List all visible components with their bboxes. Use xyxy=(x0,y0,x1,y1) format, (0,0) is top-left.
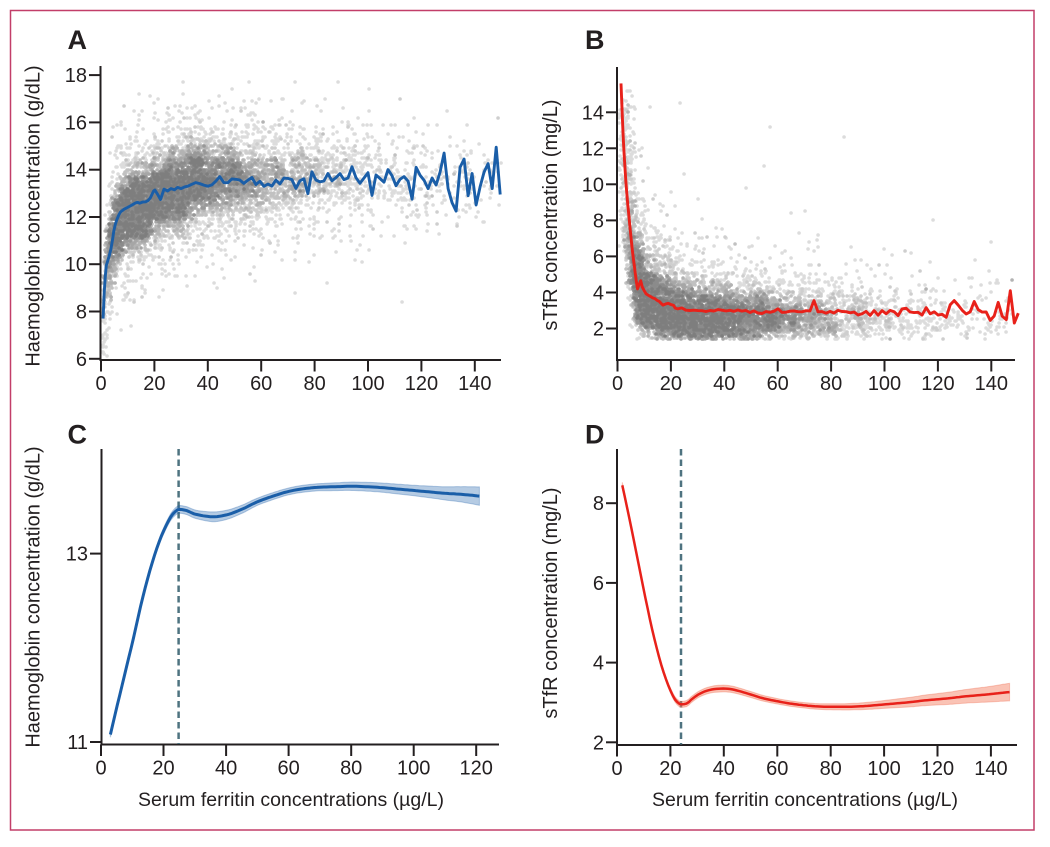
svg-text:A: A xyxy=(68,25,88,55)
svg-text:80: 80 xyxy=(820,373,842,395)
svg-text:100: 100 xyxy=(351,373,384,395)
svg-text:sTfR concentration (mg/L): sTfR concentration (mg/L) xyxy=(540,487,562,718)
svg-text:14: 14 xyxy=(582,102,604,124)
svg-text:8: 8 xyxy=(593,493,604,515)
svg-text:80: 80 xyxy=(340,758,362,780)
svg-text:2: 2 xyxy=(593,732,604,754)
svg-text:Serum ferritin concentrations: Serum ferritin concentrations (µg/L) xyxy=(138,789,444,811)
svg-text:18: 18 xyxy=(65,65,87,87)
svg-text:10: 10 xyxy=(65,254,87,276)
svg-text:140: 140 xyxy=(458,373,491,395)
svg-text:8: 8 xyxy=(76,302,87,324)
svg-text:2: 2 xyxy=(593,319,604,341)
svg-text:6: 6 xyxy=(76,349,87,371)
svg-text:8: 8 xyxy=(593,210,604,232)
svg-text:Serum ferritin concentrations: Serum ferritin concentrations (µg/L) xyxy=(652,789,958,811)
svg-text:60: 60 xyxy=(277,758,299,780)
svg-text:D: D xyxy=(585,420,605,450)
svg-text:0: 0 xyxy=(95,758,106,780)
svg-text:12: 12 xyxy=(582,138,604,160)
svg-text:10: 10 xyxy=(582,174,604,196)
svg-text:4: 4 xyxy=(593,283,604,305)
svg-text:11: 11 xyxy=(67,732,88,754)
svg-text:80: 80 xyxy=(303,373,325,395)
svg-text:B: B xyxy=(585,25,605,55)
svg-text:16: 16 xyxy=(65,112,87,134)
svg-text:60: 60 xyxy=(766,758,788,780)
svg-text:20: 20 xyxy=(659,758,681,780)
svg-text:120: 120 xyxy=(921,758,954,780)
svg-text:60: 60 xyxy=(767,373,789,395)
svg-text:14: 14 xyxy=(65,160,87,182)
svg-text:40: 40 xyxy=(713,758,735,780)
svg-text:4: 4 xyxy=(593,653,604,675)
svg-text:100: 100 xyxy=(868,373,901,395)
svg-text:120: 120 xyxy=(460,758,493,780)
svg-text:120: 120 xyxy=(405,373,438,395)
svg-text:13: 13 xyxy=(66,544,88,566)
svg-text:12: 12 xyxy=(65,207,87,229)
svg-text:40: 40 xyxy=(215,758,237,780)
svg-text:0: 0 xyxy=(611,758,622,780)
svg-text:Haemoglobin concentration (g/d: Haemoglobin concentration (g/dL) xyxy=(23,446,45,747)
svg-text:140: 140 xyxy=(975,373,1008,395)
svg-text:20: 20 xyxy=(143,373,165,395)
svg-text:20: 20 xyxy=(660,373,682,395)
svg-text:120: 120 xyxy=(921,373,954,395)
svg-text:Haemoglobin concentration (g/d: Haemoglobin concentration (g/dL) xyxy=(23,65,45,366)
svg-text:40: 40 xyxy=(713,373,735,395)
svg-text:sTfR concentration (mg/L): sTfR concentration (mg/L) xyxy=(540,99,562,330)
svg-text:C: C xyxy=(68,420,88,450)
svg-text:40: 40 xyxy=(197,373,219,395)
svg-text:100: 100 xyxy=(397,758,430,780)
svg-text:0: 0 xyxy=(612,373,623,395)
svg-text:60: 60 xyxy=(250,373,272,395)
svg-text:100: 100 xyxy=(867,758,900,780)
svg-text:6: 6 xyxy=(593,246,604,268)
svg-text:80: 80 xyxy=(820,758,842,780)
svg-text:0: 0 xyxy=(95,373,106,395)
svg-text:20: 20 xyxy=(152,758,174,780)
svg-text:6: 6 xyxy=(593,573,604,595)
svg-text:140: 140 xyxy=(974,758,1007,780)
